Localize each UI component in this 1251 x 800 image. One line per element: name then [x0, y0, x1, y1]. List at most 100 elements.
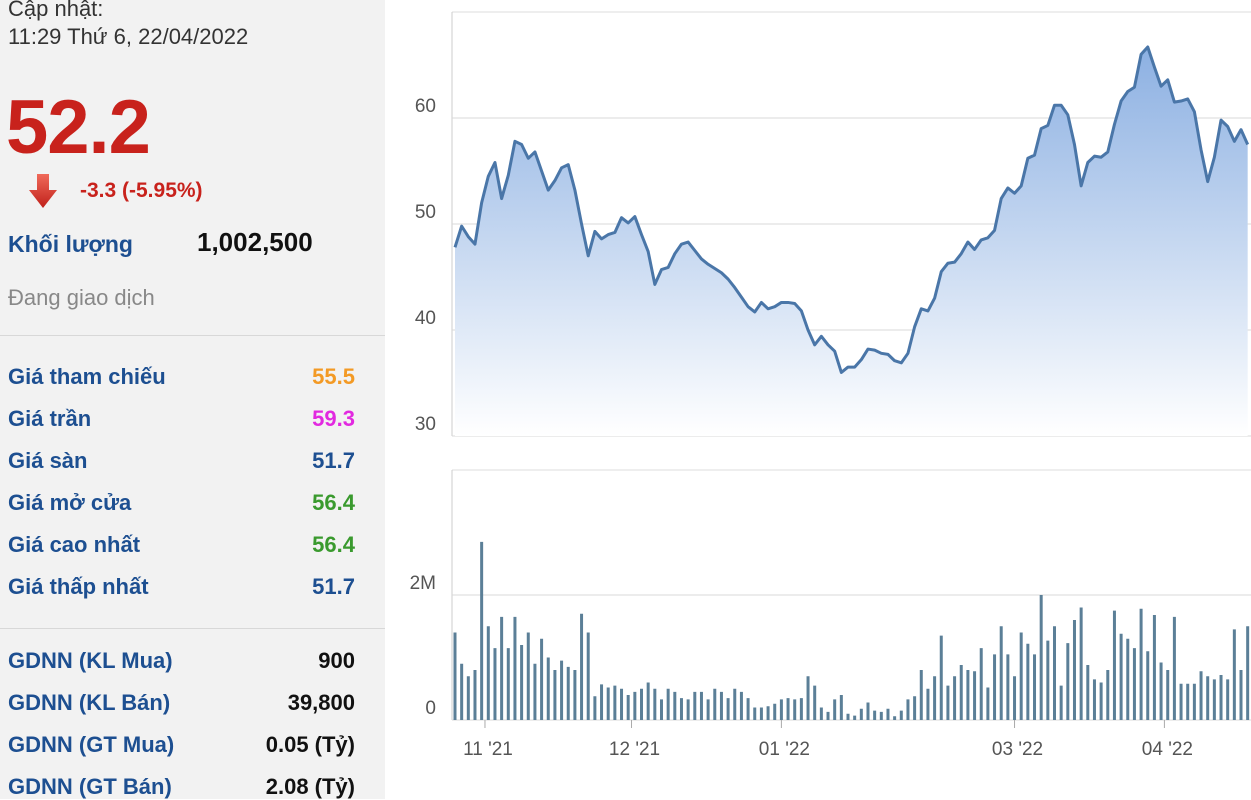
updated-label: Cập nhật:: [8, 0, 104, 21]
volume-bar: [1192, 683, 1196, 720]
volume-bar: [793, 699, 797, 720]
volume-bar: [893, 716, 897, 720]
volume-bar: [1219, 675, 1223, 720]
volume-bar: [806, 676, 810, 720]
price-value: 51.7: [312, 448, 355, 473]
volume-bar: [600, 684, 604, 720]
volume-bar: [939, 635, 943, 720]
volume-bar: [580, 613, 584, 720]
volume-bar: [1152, 615, 1156, 720]
volume-bar: [699, 691, 703, 720]
y-tick-label: 50: [415, 202, 436, 223]
volume-bar: [953, 676, 957, 720]
volume-bar: [979, 648, 983, 720]
volume-bar: [1059, 685, 1063, 720]
volume-bar: [466, 676, 470, 720]
volume-bar: [673, 691, 677, 720]
volume-bar: [640, 688, 644, 720]
volume-bar: [853, 715, 857, 720]
volume-bar: [706, 699, 710, 720]
volume-bar: [1126, 638, 1130, 720]
price-label: Giá tham chiếu: [8, 364, 166, 389]
price-value: 56.4: [312, 532, 355, 557]
volume-bar: [1092, 679, 1096, 720]
volume-bar: [906, 699, 910, 720]
volume-bar: [679, 698, 683, 720]
volume-bar: [520, 645, 524, 720]
price-label: Giá thấp nhất: [8, 574, 149, 599]
price-label: Giá sàn: [8, 448, 88, 473]
y-tick-label: 40: [415, 308, 436, 329]
y-tick-label: 0: [425, 698, 436, 719]
volume-bar: [659, 699, 663, 720]
foreign-label: GDNN (KL Bán): [8, 690, 171, 715]
volume-bar: [480, 541, 484, 720]
volume-bar: [653, 688, 657, 720]
volume-bar: [593, 696, 597, 720]
foreign-label: GDNN (KL Mua): [8, 648, 173, 673]
volume-bar: [1159, 662, 1163, 720]
volume-bar: [1106, 670, 1110, 720]
volume-bar: [506, 648, 510, 720]
volume-bar: [1052, 626, 1056, 720]
volume-bar: [1112, 610, 1116, 720]
volume-bar: [933, 676, 937, 720]
volume-bar: [486, 626, 490, 720]
volume-bar: [1172, 616, 1176, 720]
volume-bar: [786, 698, 790, 720]
volume-bar: [566, 666, 570, 720]
y-tick-label: 60: [415, 96, 436, 117]
volume-bar: [613, 685, 617, 720]
volume-bar: [759, 707, 763, 720]
volume-bar: [946, 685, 950, 720]
volume-bar: [726, 698, 730, 720]
x-tick-label: 01 '22: [759, 739, 810, 760]
volume-bar: [1246, 626, 1250, 720]
volume-bar: [533, 663, 537, 720]
volume-bar: [453, 632, 457, 720]
volume-bar: [1119, 633, 1123, 720]
volume-bar: [833, 699, 837, 720]
foreign-value: 39,800: [287, 690, 355, 715]
volume-bar: [779, 699, 783, 720]
foreign-value: 2.08 (Tỷ): [265, 774, 355, 799]
volume-bar: [1186, 683, 1190, 720]
volume-bar: [553, 670, 557, 720]
volume-bar: [753, 707, 757, 720]
volume-bar: [973, 671, 977, 720]
volume-bar: [826, 711, 830, 720]
volume-bar: [646, 682, 650, 720]
volume-bar: [1072, 620, 1076, 720]
volume-bar: [500, 616, 504, 720]
current-price: 52.2: [6, 85, 151, 170]
volume-bar: [1179, 683, 1183, 720]
price-value: 56.4: [312, 490, 355, 515]
x-tick-label: 12 '21: [609, 739, 660, 760]
foreign-value: 0.05 (Tỷ): [265, 732, 355, 757]
volume-bar: [719, 691, 723, 720]
volume-bar: [773, 703, 777, 720]
price-change: -3.3 (-5.95%): [80, 179, 203, 202]
volume-value: 1,002,500: [197, 227, 313, 257]
volume-bar: [873, 710, 877, 720]
price-label: Giá cao nhất: [8, 532, 141, 557]
volume-bar: [886, 708, 890, 720]
volume-bar: [560, 660, 564, 720]
volume-bar: [1006, 654, 1010, 720]
volume-bar: [859, 708, 863, 720]
volume-bar: [899, 710, 903, 720]
volume-bar: [1066, 643, 1070, 720]
volume-bar: [1239, 670, 1243, 720]
volume-bar: [713, 688, 717, 720]
volume-bar: [540, 638, 544, 720]
volume-bar: [633, 691, 637, 720]
volume-bar: [606, 687, 610, 720]
volume-bar: [1046, 640, 1050, 720]
volume-bar: [799, 698, 803, 720]
volume-label: Khối lượng: [8, 231, 133, 257]
volume-bar: [1079, 607, 1083, 720]
x-tick-label: 04 '22: [1142, 739, 1193, 760]
volume-bar: [626, 695, 630, 720]
y-tick-label: 30: [415, 414, 436, 435]
